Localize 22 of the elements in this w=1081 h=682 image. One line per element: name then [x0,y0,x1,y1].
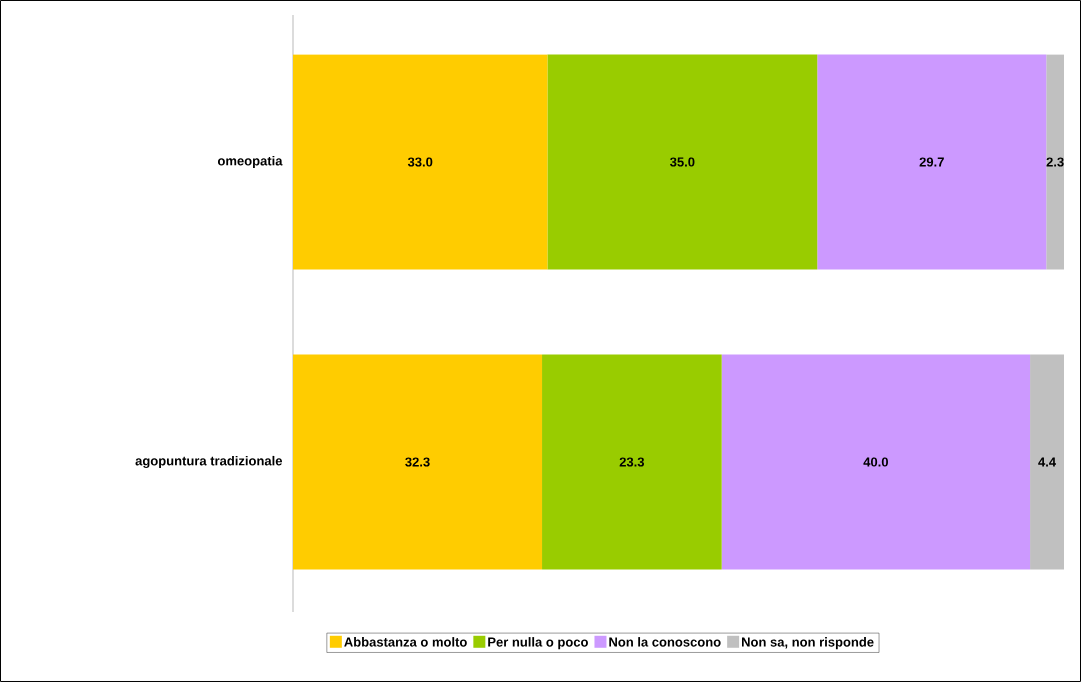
legend-label: Non la conoscono [609,637,721,647]
bar [542,354,722,570]
bar [1046,54,1064,270]
bar [293,54,548,270]
data-label: 35.0 [670,157,695,167]
data-label: 40.0 [863,457,888,467]
data-label: 33.0 [407,157,433,167]
data-label: 4.4 [1038,457,1057,467]
y-tick-label: agopuntura tradizionale [135,455,283,469]
legend-label: Per nulla o poco [488,637,588,650]
legend-label: Abbastanza o molto [344,637,467,647]
bar [293,354,543,570]
y-tick-label: omeopatia [217,155,283,169]
bar [817,54,1047,270]
data-label: 32.3 [405,457,430,467]
bar [1030,354,1064,570]
data-label: 23.3 [619,457,645,467]
bar [547,54,818,270]
data-label: 29.7 [919,157,944,167]
legend-label: Non sa, non risponde [742,637,874,650]
bar [721,354,1031,570]
data-label: 2.3 [1046,157,1064,167]
